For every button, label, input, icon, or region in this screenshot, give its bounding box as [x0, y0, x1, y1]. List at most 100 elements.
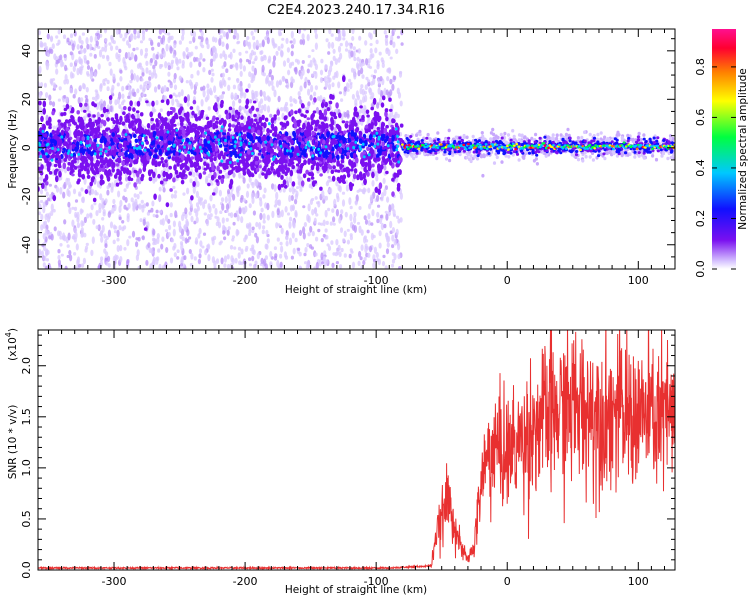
heatmap-cell — [259, 89, 263, 97]
heatmap-cell — [341, 191, 346, 195]
heatmap-cell — [263, 103, 267, 112]
heatmap-cell — [163, 143, 167, 151]
heatmap-cell — [338, 216, 342, 224]
heatmap-cell — [105, 108, 109, 113]
heatmap-cell — [225, 165, 229, 170]
heatmap-cell — [117, 56, 121, 63]
heatmap-cell — [289, 152, 294, 158]
heatmap-cell — [58, 125, 62, 130]
heatmap-cell — [310, 84, 314, 93]
heatmap-cell — [365, 58, 369, 66]
heatmap-cell — [262, 194, 266, 199]
heatmap-cell — [192, 99, 197, 105]
heatmap-cell — [261, 229, 265, 235]
heatmap-cell — [139, 65, 143, 70]
heatmap-cell — [201, 245, 205, 249]
heatmap-cell — [348, 253, 352, 259]
heatmap-cell — [173, 72, 177, 80]
heatmap-cell — [289, 95, 293, 103]
heatmap-cell — [118, 174, 122, 182]
heatmap-cell — [212, 115, 216, 121]
heatmap-cell — [48, 116, 52, 124]
heatmap-cell — [277, 95, 281, 103]
heatmap-cell — [352, 46, 356, 51]
heatmap-cell — [353, 56, 357, 62]
heatmap-cell — [159, 210, 163, 214]
heatmap-cell — [337, 36, 342, 41]
heatmap-cell — [136, 249, 140, 257]
heatmap-cell — [115, 45, 119, 51]
heatmap-cell — [368, 203, 372, 210]
heatmap-cell — [272, 55, 277, 62]
heatmap-cell — [374, 186, 379, 193]
heatmap-cell — [336, 162, 340, 167]
heatmap-cell — [232, 193, 236, 201]
heatmap-cell — [73, 30, 77, 37]
heatmap-cell — [384, 265, 388, 269]
heatmap-cell — [108, 95, 113, 101]
heatmap-cell — [45, 61, 49, 67]
heatmap-cell — [386, 242, 390, 248]
heatmap-cell — [171, 98, 175, 106]
heatmap-cell — [275, 191, 279, 200]
heatmap-cell — [330, 169, 335, 174]
heatmap-cell — [219, 210, 223, 214]
heatmap-cell — [177, 91, 181, 98]
heatmap-cell — [228, 118, 232, 124]
heatmap-cell — [172, 116, 176, 124]
heatmap-cell — [242, 177, 246, 184]
heatmap-cell — [335, 180, 339, 187]
heatmap-cell — [65, 132, 70, 139]
heatmap-cell — [85, 98, 89, 103]
heatmap-cell — [133, 35, 137, 40]
heatmap-cell — [266, 238, 270, 244]
heatmap-cell — [38, 203, 42, 210]
heatmap-cell — [258, 197, 262, 201]
heatmap-cell — [291, 78, 295, 84]
heatmap-cell — [364, 124, 369, 129]
heatmap-cell — [236, 214, 240, 222]
heatmap-cell — [391, 227, 395, 234]
heatmap-cell — [372, 234, 376, 239]
heatmap-cell — [337, 81, 341, 89]
heatmap-cell — [261, 64, 265, 73]
heatmap-cell — [320, 58, 324, 64]
heatmap-cell — [288, 175, 292, 184]
heatmap-cell — [290, 44, 295, 49]
heatmap-cell — [143, 227, 148, 231]
heatmap-cell — [251, 255, 255, 262]
heatmap-cell — [146, 123, 151, 129]
heatmap-cell — [67, 161, 71, 166]
heatmap-cell — [87, 113, 91, 118]
heatmap-cell — [113, 126, 117, 132]
heatmap-cell — [69, 62, 73, 67]
heatmap-cell — [89, 213, 93, 219]
heatmap-cell — [340, 98, 344, 102]
heatmap-cell — [119, 115, 123, 123]
heatmap-cell — [330, 116, 334, 123]
heatmap-cell — [167, 32, 171, 36]
heatmap-cell — [93, 71, 97, 78]
heatmap-cell — [222, 129, 227, 133]
heatmap-cell — [63, 219, 67, 225]
heatmap-cell — [151, 46, 155, 51]
heatmap-cell — [363, 257, 367, 261]
heatmap-cell — [280, 107, 284, 112]
heatmap-cell — [58, 170, 62, 178]
heatmap-cell — [180, 89, 184, 97]
heatmap-cell — [246, 41, 250, 47]
heatmap-cell — [116, 134, 121, 138]
heatmap-cell — [277, 116, 281, 121]
heatmap-cell — [139, 84, 143, 90]
heatmap-cell — [136, 100, 141, 107]
heatmap-cell — [188, 211, 192, 216]
heatmap-cell — [298, 266, 302, 269]
heatmap-cell — [263, 54, 267, 58]
heatmap-cell — [301, 60, 305, 64]
heatmap-cell — [391, 83, 395, 91]
heatmap-cell — [268, 147, 273, 152]
heatmap-cell — [393, 75, 397, 81]
heatmap-cell — [169, 212, 173, 218]
heatmap-cell — [202, 147, 206, 151]
heatmap-cell — [354, 122, 358, 127]
